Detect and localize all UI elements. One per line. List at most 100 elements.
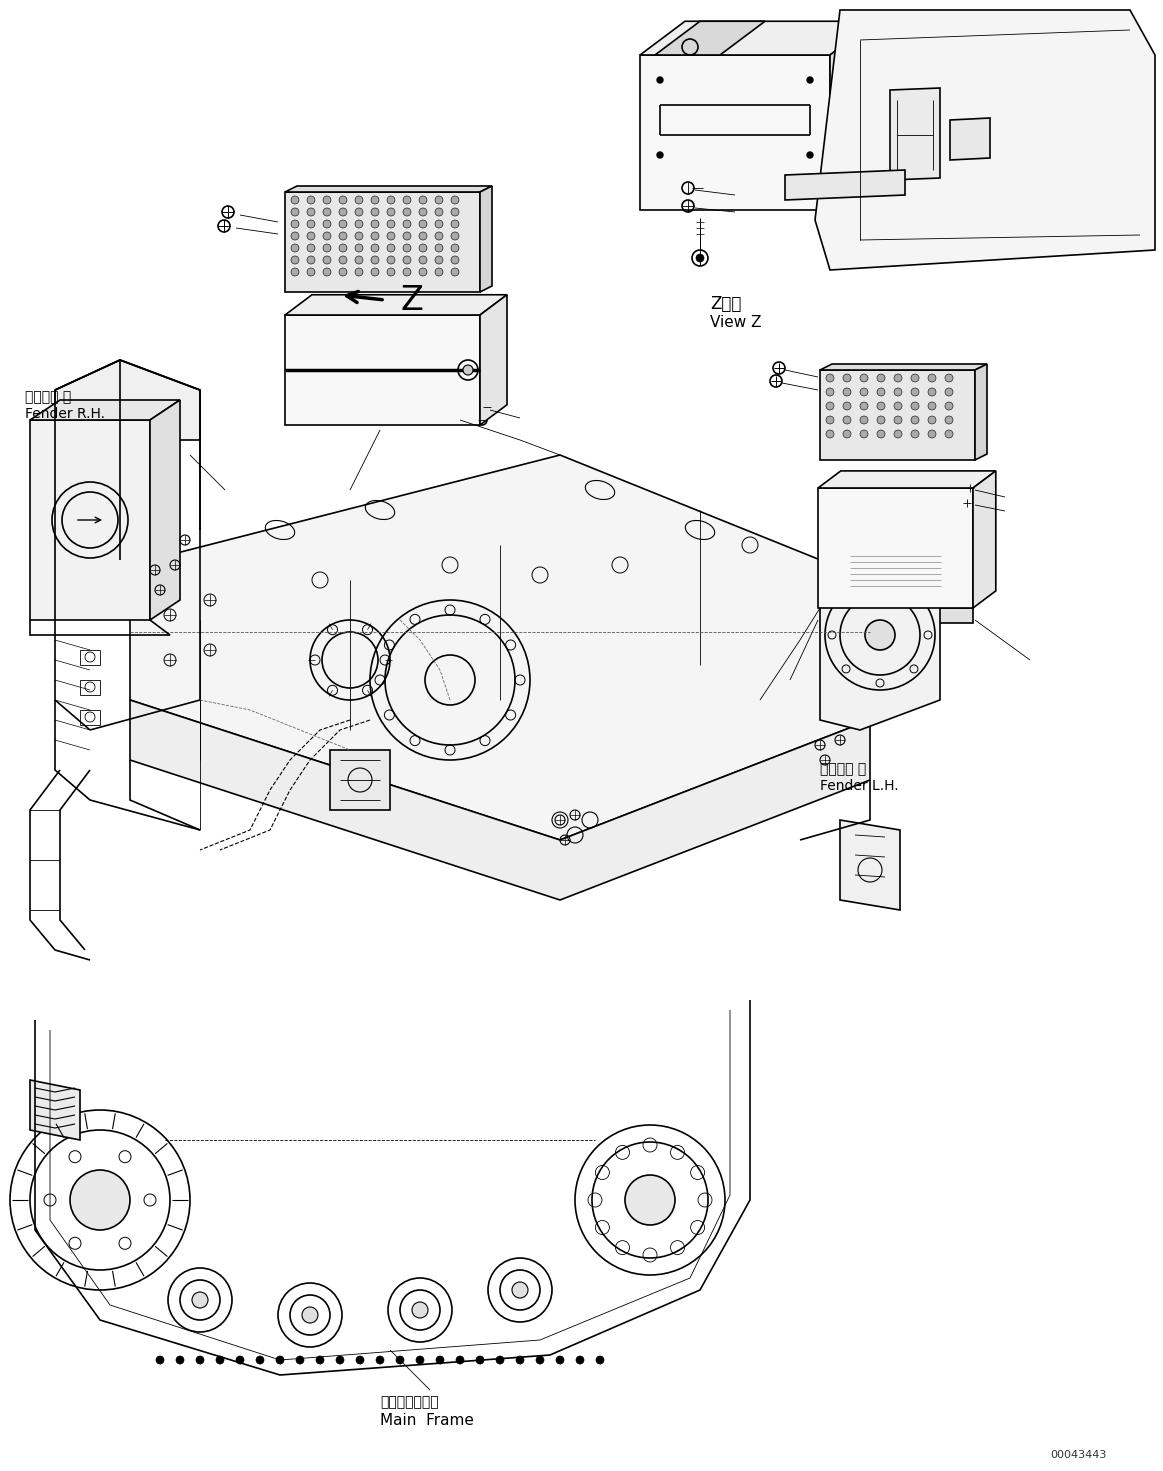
Polygon shape <box>820 530 940 569</box>
Circle shape <box>404 207 411 216</box>
Circle shape <box>302 1308 317 1322</box>
Circle shape <box>451 244 459 252</box>
Circle shape <box>928 374 936 382</box>
Circle shape <box>336 1356 344 1364</box>
Circle shape <box>451 196 459 204</box>
Circle shape <box>338 232 347 240</box>
Circle shape <box>291 207 299 216</box>
Circle shape <box>371 196 379 204</box>
Circle shape <box>894 416 902 424</box>
Circle shape <box>355 268 363 277</box>
Circle shape <box>419 221 427 228</box>
Circle shape <box>928 416 936 424</box>
Circle shape <box>355 207 363 216</box>
Circle shape <box>376 1356 384 1364</box>
Circle shape <box>946 388 952 396</box>
Polygon shape <box>55 360 200 440</box>
Circle shape <box>412 1302 428 1318</box>
Circle shape <box>338 256 347 263</box>
Circle shape <box>476 1356 484 1364</box>
Circle shape <box>236 1356 244 1364</box>
Circle shape <box>946 374 952 382</box>
Polygon shape <box>285 315 480 425</box>
Circle shape <box>495 1356 504 1364</box>
Circle shape <box>911 430 919 438</box>
Circle shape <box>456 1356 464 1364</box>
Circle shape <box>435 221 443 228</box>
Circle shape <box>911 388 919 396</box>
Circle shape <box>859 402 868 410</box>
Circle shape <box>946 402 952 410</box>
Circle shape <box>536 1356 544 1364</box>
Circle shape <box>843 374 851 382</box>
Circle shape <box>387 268 395 277</box>
Circle shape <box>404 244 411 252</box>
Circle shape <box>435 244 443 252</box>
Circle shape <box>419 268 427 277</box>
Polygon shape <box>830 21 875 210</box>
Circle shape <box>307 221 315 228</box>
Circle shape <box>435 232 443 240</box>
Text: メインフレーム: メインフレーム <box>380 1395 438 1409</box>
Circle shape <box>371 268 379 277</box>
Circle shape <box>928 430 936 438</box>
Polygon shape <box>840 819 900 911</box>
Polygon shape <box>890 88 940 179</box>
Circle shape <box>404 221 411 228</box>
Circle shape <box>355 196 363 204</box>
Text: View Z: View Z <box>709 315 762 330</box>
Circle shape <box>843 388 851 396</box>
Circle shape <box>387 221 395 228</box>
Circle shape <box>387 196 395 204</box>
Polygon shape <box>818 488 973 608</box>
Circle shape <box>451 221 459 228</box>
Circle shape <box>911 402 919 410</box>
Circle shape <box>859 374 868 382</box>
Polygon shape <box>818 471 996 488</box>
Circle shape <box>807 76 813 82</box>
Circle shape <box>826 416 834 424</box>
Circle shape <box>323 268 331 277</box>
Circle shape <box>395 1356 404 1364</box>
Text: Z　視: Z 視 <box>709 296 741 313</box>
Circle shape <box>404 256 411 263</box>
Circle shape <box>435 196 443 204</box>
Circle shape <box>807 152 813 157</box>
Circle shape <box>877 416 885 424</box>
Circle shape <box>826 402 834 410</box>
Circle shape <box>595 1356 604 1364</box>
Circle shape <box>323 232 331 240</box>
Circle shape <box>371 207 379 216</box>
Circle shape <box>416 1356 424 1364</box>
Polygon shape <box>973 471 996 608</box>
Circle shape <box>419 232 427 240</box>
Polygon shape <box>30 400 180 421</box>
Circle shape <box>216 1356 224 1364</box>
Circle shape <box>451 232 459 240</box>
Circle shape <box>826 374 834 382</box>
Polygon shape <box>640 21 875 54</box>
Circle shape <box>291 256 299 263</box>
Text: Main  Frame: Main Frame <box>380 1414 473 1428</box>
Circle shape <box>516 1356 525 1364</box>
Circle shape <box>576 1356 584 1364</box>
Text: 00043443: 00043443 <box>1050 1450 1106 1461</box>
Polygon shape <box>655 21 765 54</box>
Polygon shape <box>130 700 870 900</box>
Polygon shape <box>640 54 830 210</box>
Circle shape <box>451 256 459 263</box>
Circle shape <box>404 196 411 204</box>
Circle shape <box>323 244 331 252</box>
Circle shape <box>355 256 363 263</box>
Circle shape <box>894 402 902 410</box>
Circle shape <box>419 196 427 204</box>
Polygon shape <box>785 171 905 200</box>
Circle shape <box>291 196 299 204</box>
Circle shape <box>307 244 315 252</box>
Text: Fender L.H.: Fender L.H. <box>820 780 899 793</box>
Circle shape <box>307 268 315 277</box>
Circle shape <box>657 76 663 82</box>
Circle shape <box>946 416 952 424</box>
Polygon shape <box>285 185 492 193</box>
Polygon shape <box>285 294 507 315</box>
